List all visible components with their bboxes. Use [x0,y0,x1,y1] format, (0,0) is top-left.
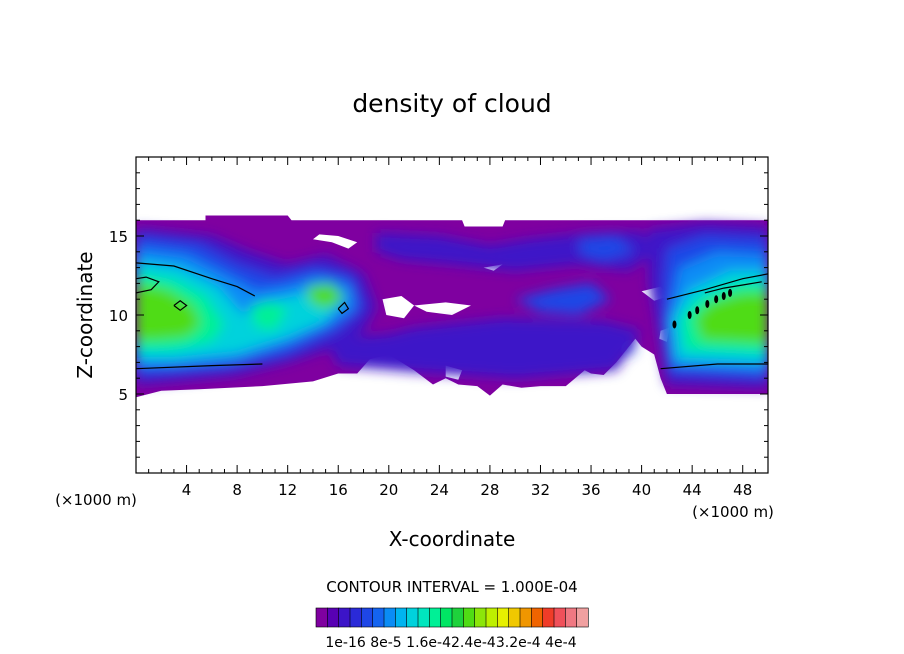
colorbar-swatch [576,607,589,628]
x-tick-label: 44 [683,481,702,499]
contour-line [136,276,160,294]
density-field [136,215,768,398]
x-tick-label: 12 [278,481,297,499]
colorbar-swatch [519,607,532,628]
colorbar-swatch [338,607,351,628]
contour-closed-loop [672,320,677,329]
contour-interval-text: CONTOUR INTERVAL = 1.000E-04 [326,578,577,596]
x-tick-label: 48 [733,481,752,499]
y-axis-label: Z-coordinate [73,251,97,378]
contour-line [660,363,768,370]
chart-title: density of cloud [352,89,551,118]
contour-line [666,273,768,300]
colorbar-swatch [451,607,464,628]
x-tick-label: 32 [531,481,550,499]
colorbar [315,607,589,628]
x-tick-label: 24 [430,481,449,499]
contour-line [337,301,350,315]
density-blobs [136,223,768,388]
contour-closed-loop [714,295,719,304]
x-axis-ticks: 4 8 12 16 20 24 28 32 36 40 44 48 [148,157,756,499]
y-tick-label: 10 [109,307,128,325]
colorbar-swatch [361,607,374,628]
colorbar-swatch [542,607,555,628]
x-unit-label-left: (×1000 m) [55,491,137,509]
colorbar-swatch [531,607,544,628]
cloud-gap [382,296,415,319]
colorbar-swatch [463,607,476,628]
colorbar-swatch [440,607,453,628]
colorbar-swatch [508,607,521,628]
colorbar-swatch [553,607,566,628]
colorbar-swatch [406,607,419,628]
contour-closed-loop [705,299,710,308]
y-tick-label: 15 [109,228,128,246]
colorbar-swatch [429,607,442,628]
x-tick-label: 28 [480,481,499,499]
colorbar-swatch [417,607,430,628]
x-tick-label: 4 [182,481,192,499]
contour-closed-loop [728,288,733,297]
contour-line [173,300,188,312]
colorbar-swatch [565,607,578,628]
colorbar-swatch [383,607,396,628]
contour-line [136,262,256,297]
colorbar-swatch [349,607,362,628]
y-axis-ticks: 5 10 15 [109,172,768,458]
colorbar-swatch [372,607,385,628]
colorbar-swatch [497,607,510,628]
y-tick-label: 5 [118,386,128,404]
colorbar-swatch [395,607,408,628]
x-tick-label: 36 [581,481,600,499]
x-tick-label: 20 [379,481,398,499]
colorbar-swatch [327,607,340,628]
x-unit-label-right: (×1000 m) [692,503,774,521]
colorbar-labels: 1e-16 8e-5 1.6e-42.4e-43.2e-4 4e-4 [325,635,576,651]
x-axis-label: X-coordinate [389,527,516,551]
contour-closed-loop [687,311,692,319]
colorbar-swatch [474,607,487,628]
contour-closed-loop [721,292,726,301]
contour-line [704,281,762,294]
cloud-gap [414,302,471,315]
colorbar-swatch [485,607,498,628]
cloud-gap [313,234,358,249]
x-tick-label: 8 [232,481,242,499]
contour-line [136,363,263,370]
colorbar-swatch [315,607,328,628]
x-tick-label: 16 [329,481,348,499]
contour-closed-loop [695,306,700,315]
x-tick-label: 40 [632,481,651,499]
